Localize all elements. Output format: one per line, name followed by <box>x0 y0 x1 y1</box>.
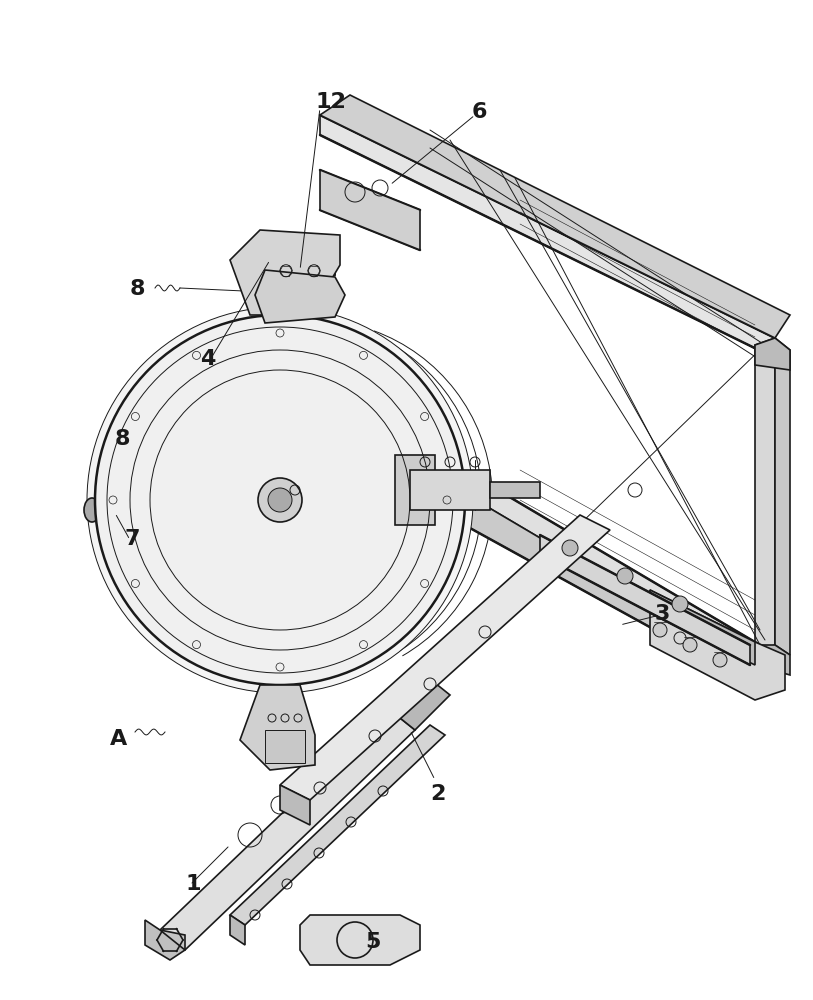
Polygon shape <box>110 543 134 572</box>
Ellipse shape <box>87 307 473 693</box>
Text: 2: 2 <box>430 784 446 804</box>
Polygon shape <box>230 725 445 925</box>
Ellipse shape <box>84 498 100 522</box>
Polygon shape <box>85 502 160 535</box>
Polygon shape <box>650 590 785 700</box>
Polygon shape <box>145 920 185 960</box>
Polygon shape <box>390 675 450 730</box>
Polygon shape <box>410 470 755 685</box>
Polygon shape <box>280 785 310 825</box>
Polygon shape <box>775 338 790 655</box>
Polygon shape <box>320 115 775 358</box>
Polygon shape <box>320 95 790 338</box>
Circle shape <box>713 653 727 667</box>
Polygon shape <box>755 338 775 652</box>
Polygon shape <box>755 338 790 370</box>
Circle shape <box>653 623 667 637</box>
Polygon shape <box>320 170 420 250</box>
Circle shape <box>683 638 697 652</box>
Polygon shape <box>280 515 610 800</box>
Polygon shape <box>300 245 335 275</box>
Polygon shape <box>208 646 237 670</box>
Text: 4: 4 <box>200 349 215 369</box>
Text: 12: 12 <box>315 92 346 112</box>
Text: 5: 5 <box>365 932 380 952</box>
Polygon shape <box>490 482 540 498</box>
Polygon shape <box>265 730 305 763</box>
Text: A: A <box>110 729 128 749</box>
Text: 8: 8 <box>115 429 131 449</box>
Circle shape <box>617 568 633 584</box>
Polygon shape <box>230 915 245 945</box>
Text: 1: 1 <box>185 874 201 894</box>
Polygon shape <box>255 270 345 323</box>
Polygon shape <box>412 570 439 599</box>
Polygon shape <box>410 470 490 510</box>
Text: 3: 3 <box>655 604 671 624</box>
Polygon shape <box>128 389 156 418</box>
Text: 7: 7 <box>125 529 141 549</box>
Polygon shape <box>425 450 760 665</box>
Text: 6: 6 <box>472 102 488 122</box>
Polygon shape <box>755 645 790 675</box>
Circle shape <box>258 478 302 522</box>
Polygon shape <box>240 685 315 770</box>
Polygon shape <box>230 230 340 315</box>
Polygon shape <box>160 710 415 950</box>
Polygon shape <box>160 930 185 950</box>
Ellipse shape <box>95 315 465 685</box>
Polygon shape <box>300 915 420 965</box>
Polygon shape <box>540 535 750 665</box>
Polygon shape <box>650 590 755 665</box>
Text: 8: 8 <box>130 279 146 299</box>
Circle shape <box>672 596 688 612</box>
Polygon shape <box>395 455 435 525</box>
Polygon shape <box>253 323 278 342</box>
Circle shape <box>268 488 292 512</box>
Polygon shape <box>324 646 352 670</box>
Circle shape <box>562 540 578 556</box>
